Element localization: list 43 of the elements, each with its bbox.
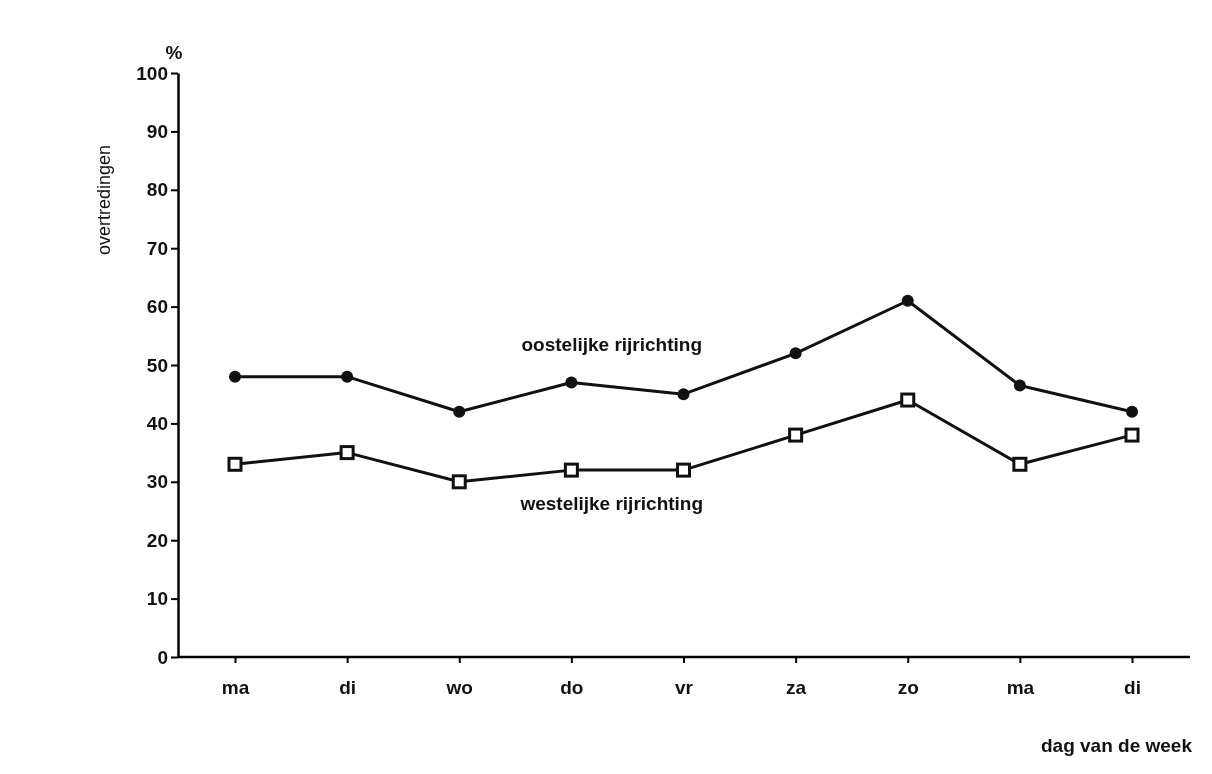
point — [563, 462, 579, 478]
point — [453, 405, 466, 418]
point — [341, 370, 354, 383]
point — [788, 427, 804, 443]
point — [676, 462, 691, 478]
y-tick-label: 40 — [146, 412, 168, 434]
series-label: westelijke rijrichting — [519, 493, 704, 515]
series-label: oostelijke rijrichting — [521, 333, 703, 355]
y-tick-label: 100 — [136, 62, 168, 84]
point — [339, 445, 355, 461]
y-tick-label: 0 — [157, 646, 168, 668]
y-tick-label: 80 — [146, 179, 168, 201]
x-tick-label: ma — [1006, 677, 1035, 699]
point — [229, 370, 241, 383]
point — [1012, 456, 1028, 472]
point — [451, 474, 467, 490]
point — [901, 294, 914, 307]
point — [900, 392, 916, 408]
x-tick-label: za — [786, 677, 807, 699]
x-tick-label: di — [1124, 677, 1141, 699]
y-tick-label: 70 — [146, 237, 168, 259]
point — [565, 376, 578, 389]
x-axis-title: dag van de week — [1040, 735, 1193, 756]
point — [1126, 405, 1138, 418]
y-tick-label: 90 — [146, 120, 168, 142]
x-tick-label: ma — [221, 677, 250, 699]
x-tick-label: vr — [675, 677, 694, 699]
x-tick-label: di — [339, 677, 357, 699]
y-axis-title: overtredingen — [94, 144, 114, 256]
text: % — [165, 42, 183, 63]
y-tick-label: 30 — [146, 471, 168, 493]
point — [1013, 379, 1026, 392]
point — [1124, 427, 1140, 443]
point — [677, 388, 690, 401]
x-tick-label: wo — [445, 677, 473, 699]
y-tick-label: 10 — [146, 588, 168, 610]
point — [789, 347, 802, 360]
point — [227, 456, 243, 472]
x-tick-label: zo — [897, 677, 919, 699]
y-tick-label: 50 — [146, 354, 168, 376]
y-tick-label: 60 — [146, 296, 168, 318]
x-tick-label: do — [560, 677, 584, 699]
y-tick-label: 20 — [146, 529, 168, 551]
